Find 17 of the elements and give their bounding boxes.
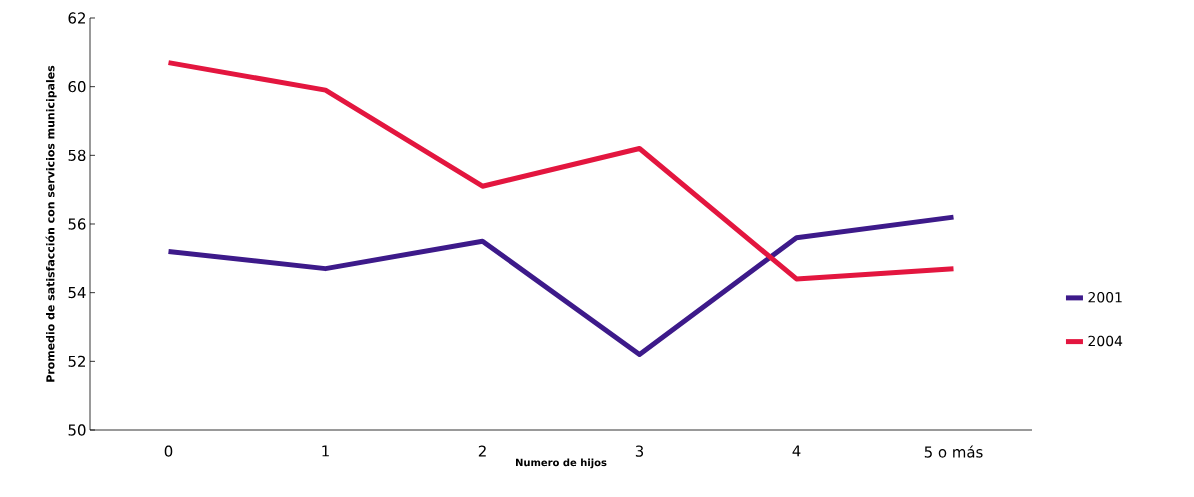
y-tick-label: 56 — [68, 218, 86, 230]
legend-label: 2004 — [1088, 335, 1123, 347]
y-axis-title: Promedio de satisfacción con servicios municipales — [45, 65, 57, 382]
x-tick-label: 5 o más — [924, 445, 983, 458]
y-tick-label: 50 — [68, 424, 86, 436]
x-tick-label: 4 — [792, 445, 801, 457]
legend-label: 2001 — [1088, 291, 1122, 303]
y-tick-label: 52 — [68, 355, 85, 367]
x-axis-title: Numero de hijos — [516, 458, 607, 469]
x-tick-label: 2 — [478, 445, 486, 457]
y-tick-label: 62 — [68, 12, 85, 24]
x-tick-label: 3 — [635, 445, 644, 457]
x-tick-label: 1 — [322, 445, 329, 457]
y-tick-label: 54 — [68, 287, 86, 299]
x-tick-label: 0 — [164, 445, 173, 457]
y-tick-label: 60 — [68, 81, 86, 93]
y-tick-label: 58 — [68, 149, 86, 161]
